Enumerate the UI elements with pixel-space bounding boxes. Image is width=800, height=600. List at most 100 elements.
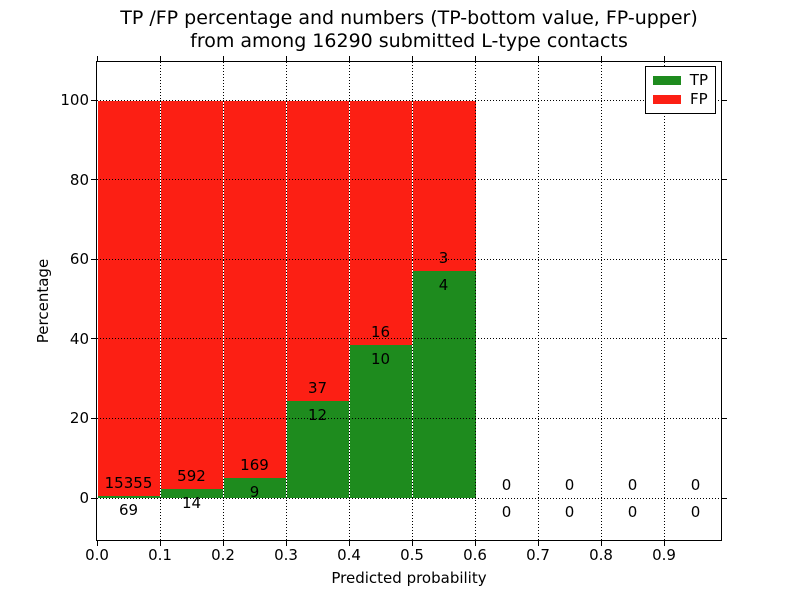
- bar-fp-segment: [412, 100, 477, 273]
- fp-count-label: 169: [240, 455, 269, 474]
- fp-count-label: 0: [501, 476, 512, 494]
- grid-line-y: [97, 497, 721, 499]
- x-axis-label: Predicted probability: [331, 569, 487, 587]
- grid-line-x: [411, 62, 413, 540]
- y-tick-label: 80: [69, 170, 89, 189]
- fp-count-label: 0: [627, 476, 638, 494]
- legend-item-tp: TP: [653, 73, 708, 88]
- grid-line-x: [537, 62, 539, 540]
- grid-line-y: [97, 179, 721, 181]
- x-tick-label: 0.4: [337, 546, 361, 564]
- x-tick-bottom: [222, 541, 224, 546]
- y-axis-label: Percentage: [34, 258, 52, 344]
- tp-count-label: 69: [118, 501, 139, 520]
- tp-color-swatch: [653, 76, 681, 85]
- x-tick-label: 0.1: [148, 546, 172, 564]
- grid-line-x: [348, 62, 350, 540]
- grid-line-x: [663, 62, 665, 540]
- y-tick-label: 60: [69, 250, 89, 269]
- chart-title-line2: from among 16290 submitted L-type contac…: [190, 29, 628, 52]
- tp-count-label: 12: [307, 405, 328, 424]
- y-tick-right: [722, 179, 727, 181]
- y-tick-left: [91, 258, 96, 260]
- grid-line-x: [222, 62, 224, 540]
- fp-count-label: 16: [370, 322, 391, 341]
- x-tick-top: [600, 56, 602, 61]
- x-tick-top: [285, 56, 287, 61]
- x-tick-label: 0.6: [463, 546, 487, 564]
- y-tick-right: [722, 497, 727, 499]
- tp-count-label: 0: [627, 503, 638, 521]
- bar-tp-segment: [412, 270, 477, 498]
- y-tick-label: 40: [69, 329, 89, 348]
- grid-line-y: [97, 99, 721, 101]
- grid-line-y: [97, 417, 721, 419]
- x-tick-label: 0.0: [85, 546, 109, 564]
- grid-line-x: [285, 62, 287, 540]
- x-tick-bottom: [537, 541, 539, 546]
- fp-count-label: 37: [307, 378, 328, 397]
- tp-count-label: 4: [438, 275, 449, 294]
- legend-item-fp: FP: [653, 92, 708, 107]
- bar-fp-segment: [286, 100, 351, 403]
- chart-title-line1: TP /FP percentage and numbers (TP-bottom…: [120, 7, 698, 29]
- y-tick-right: [722, 338, 727, 340]
- fp-color-swatch: [653, 95, 681, 104]
- y-tick-left: [91, 338, 96, 340]
- grid-line-y: [97, 258, 721, 260]
- bar-fp-segment: [97, 100, 162, 499]
- x-tick-label: 0.3: [274, 546, 298, 564]
- y-tick-left: [91, 179, 96, 181]
- x-tick-top: [159, 56, 161, 61]
- legend-label-fp: FP: [690, 90, 708, 108]
- x-tick-top: [96, 56, 98, 61]
- y-tick-right: [722, 417, 727, 419]
- x-tick-bottom: [663, 541, 665, 546]
- fp-count-label: 15355: [104, 474, 153, 493]
- bar-fp-segment: [160, 100, 225, 491]
- grid-line-x: [159, 62, 161, 540]
- x-tick-top: [537, 56, 539, 61]
- tp-count-label: 0: [690, 503, 701, 521]
- grid-line-x: [474, 62, 476, 540]
- bar-fp-segment: [349, 100, 414, 347]
- x-tick-top: [348, 56, 350, 61]
- tp-count-label: 10: [370, 349, 391, 368]
- y-tick-left: [91, 497, 96, 499]
- x-tick-label: 0.8: [589, 546, 613, 564]
- x-tick-bottom: [96, 541, 98, 546]
- tp-count-label: 0: [501, 503, 512, 521]
- grid-line-y: [97, 338, 721, 340]
- bar-tp-segment: [349, 344, 414, 498]
- x-tick-label: 0.7: [526, 546, 550, 564]
- x-tick-label: 0.5: [400, 546, 424, 564]
- x-tick-bottom: [285, 541, 287, 546]
- fp-count-label: 592: [177, 466, 206, 485]
- fp-count-label: 0: [690, 476, 701, 494]
- x-tick-bottom: [159, 541, 161, 546]
- y-tick-label: 20: [69, 409, 89, 428]
- fp-count-label: 0: [564, 476, 575, 494]
- y-tick-right: [722, 258, 727, 260]
- y-tick-left: [91, 99, 96, 101]
- x-tick-bottom: [600, 541, 602, 546]
- legend: TP FP: [645, 66, 716, 114]
- fp-count-label: 3: [438, 248, 449, 267]
- tp-count-label: 9: [249, 482, 260, 501]
- y-tick-right: [722, 99, 727, 101]
- x-tick-top: [411, 56, 413, 61]
- y-tick-left: [91, 417, 96, 419]
- x-tick-bottom: [411, 541, 413, 546]
- x-tick-label: 0.9: [652, 546, 676, 564]
- x-tick-top: [474, 56, 476, 61]
- plot-area: 15355 69 592 14 169 9 37 12 16 10 3 4 0 0 0 0 0 0 0 0: [96, 61, 722, 541]
- y-tick-label: 0: [79, 489, 89, 507]
- y-tick-label: 100: [60, 91, 89, 109]
- x-tick-top: [663, 56, 665, 61]
- tp-count-label: 0: [564, 503, 575, 521]
- legend-label-tp: TP: [689, 71, 708, 89]
- x-tick-bottom: [474, 541, 476, 546]
- tp-count-label: 14: [181, 493, 202, 512]
- x-tick-bottom: [348, 541, 350, 546]
